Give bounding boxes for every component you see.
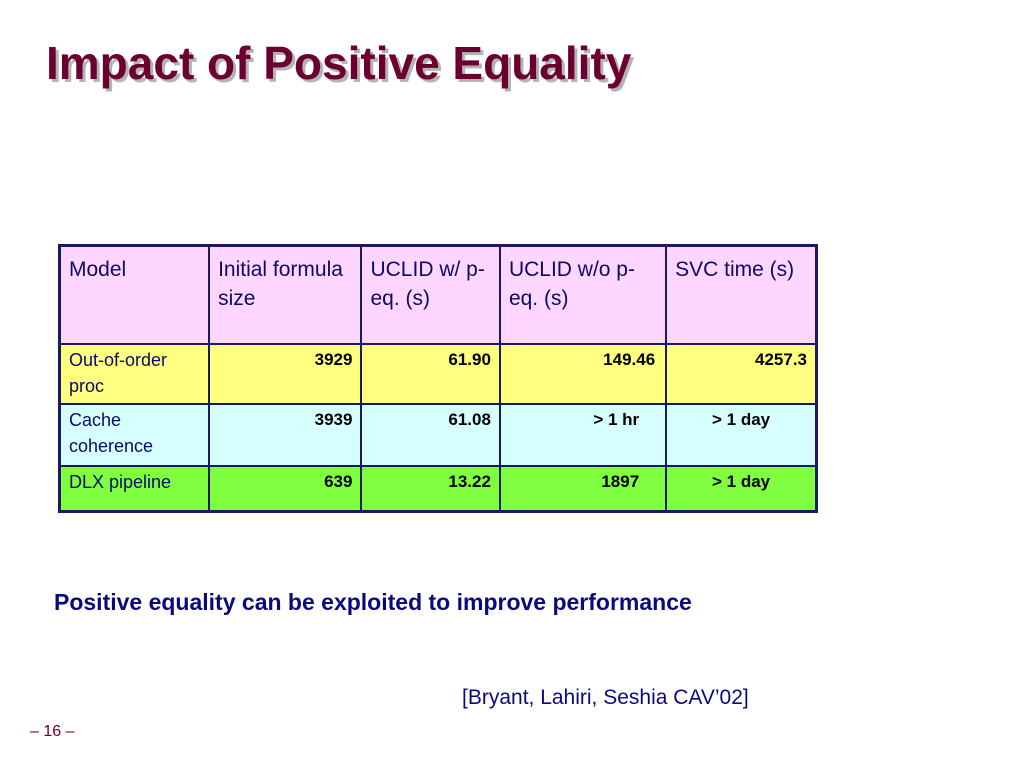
cell-model: DLX pipeline — [58, 464, 211, 513]
header-uclid-with-peq: UCLID w/ p-eq. (s) — [360, 244, 501, 345]
cell-svc-time: 4257.3 — [665, 342, 818, 405]
page-number: – 16 – — [30, 723, 75, 740]
header-formula-size: Initial formula size — [208, 244, 363, 345]
table-row: DLX pipeline 639 13.22 1897 > 1 day — [58, 464, 818, 513]
cell-uclid-with: 61.90 — [360, 342, 501, 405]
cell-model: Out-of-order proc — [58, 342, 211, 405]
cell-formula-size: 639 — [208, 464, 363, 513]
citation-text: [Bryant, Lahiri, Seshia CAV’02] — [462, 686, 749, 709]
cell-uclid-with: 13.22 — [360, 464, 501, 513]
cell-formula-size: 3929 — [208, 342, 363, 405]
table-row: Cache coherence 3939 61.08 > 1 hr > 1 da… — [58, 402, 818, 467]
results-table: Model Initial formula size UCLID w/ p-eq… — [58, 244, 818, 513]
slide-title: Impact of Positive Equality — [46, 37, 632, 89]
cell-svc-time: > 1 day — [665, 402, 818, 467]
cell-svc-time: > 1 day — [665, 464, 818, 513]
takeaway-text: Positive equality can be exploited to im… — [54, 589, 692, 615]
table-row: Out-of-order proc 3929 61.90 149.46 4257… — [58, 342, 818, 405]
cell-uclid-without: > 1 hr — [498, 402, 668, 467]
header-svc-time: SVC time (s) — [665, 244, 818, 345]
cell-uclid-without: 149.46 — [498, 342, 668, 405]
cell-model: Cache coherence — [58, 402, 211, 467]
header-uclid-without-peq: UCLID w/o p-eq. (s) — [498, 244, 668, 345]
cell-formula-size: 3939 — [208, 402, 363, 467]
table-header-row: Model Initial formula size UCLID w/ p-eq… — [58, 244, 818, 345]
header-model: Model — [58, 244, 211, 345]
cell-uclid-with: 61.08 — [360, 402, 501, 467]
cell-uclid-without: 1897 — [498, 464, 668, 513]
